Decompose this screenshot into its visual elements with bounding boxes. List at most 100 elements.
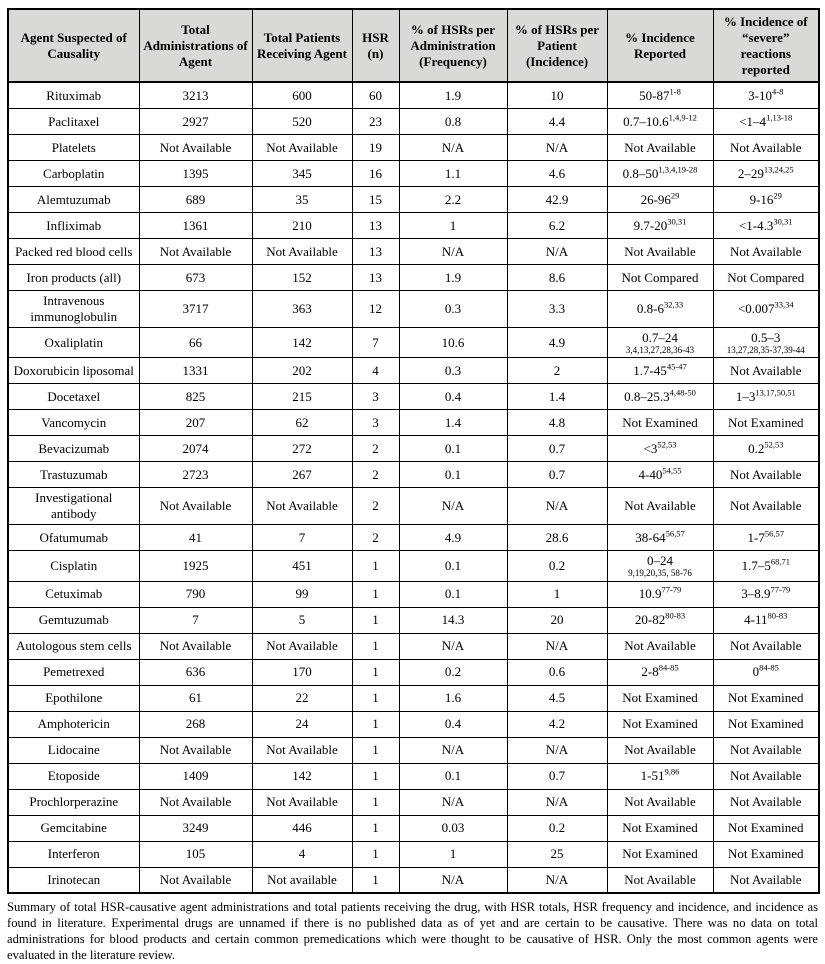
cell-value: Not Compared bbox=[727, 269, 805, 285]
severe-incidence-cell: Not Available bbox=[712, 866, 820, 894]
patients-cell: Not Available bbox=[251, 487, 353, 526]
agent-cell: Investigational antibody bbox=[7, 487, 140, 526]
cell-value: Not Examined bbox=[728, 414, 804, 430]
administrations-cell: 825 bbox=[138, 383, 253, 411]
table-row: Cetuximab 790 99 1 0.1 1 10.977-79 3–8.977-79 bbox=[7, 580, 820, 608]
severe-incidence-cell: Not Compared bbox=[712, 263, 820, 291]
agent-cell: Autologous stem cells bbox=[7, 632, 140, 660]
patients-cell: 142 bbox=[251, 326, 353, 359]
agent-cell: Bevacizumab bbox=[7, 435, 140, 463]
severe-incidence-cell: 2–2913,24,25 bbox=[712, 159, 820, 187]
cell-value: <0.007 bbox=[737, 300, 775, 316]
reference-superscript: 30,31 bbox=[667, 216, 687, 227]
column-header-agent: Agent Suspected of Causality bbox=[7, 8, 140, 84]
cell-value: Not Examined bbox=[728, 716, 804, 732]
administrations-cell: 3249 bbox=[138, 814, 253, 842]
patients-cell: 215 bbox=[251, 383, 353, 411]
cell-value: 2–29 bbox=[737, 165, 764, 181]
frequency-cell: 1.6 bbox=[398, 684, 508, 712]
hsr-count-cell: 2 bbox=[351, 461, 400, 489]
reported-incidence-cell: Not Available bbox=[606, 866, 714, 894]
severe-incidence-cell: Not Examined bbox=[712, 814, 820, 842]
administrations-cell: 636 bbox=[138, 658, 253, 686]
hsr-count-cell: 13 bbox=[351, 237, 400, 265]
incidence-cell: 0.7 bbox=[506, 762, 608, 790]
reference-list: 9,19,20,35, 58-76 bbox=[628, 567, 692, 578]
incidence-cell: 0.7 bbox=[506, 435, 608, 463]
hsr-count-cell: 19 bbox=[351, 133, 400, 161]
severe-incidence-cell: 3-104-8 bbox=[712, 81, 820, 109]
administrations-cell: 3717 bbox=[138, 289, 253, 328]
table-row: Paclitaxel 2927 520 23 0.8 4.4 0.7–10.61,4,9-1… bbox=[7, 107, 820, 135]
table-row: Investigational antibody Not Available Not… bbox=[7, 487, 820, 526]
severe-incidence-cell: Not Examined bbox=[712, 684, 820, 712]
column-header-hsr-count: HSR (n) bbox=[351, 8, 400, 84]
reference-superscript: 77-79 bbox=[661, 585, 682, 596]
cell-value: 0.7–24 bbox=[642, 329, 678, 345]
patients-cell: 5 bbox=[251, 606, 353, 634]
reported-incidence-cell: 1.7-4545-47 bbox=[606, 357, 714, 385]
administrations-cell: 207 bbox=[138, 409, 253, 437]
administrations-cell: 268 bbox=[138, 710, 253, 738]
incidence-cell: 0.7 bbox=[506, 461, 608, 489]
incidence-cell: 10 bbox=[506, 81, 608, 109]
hsr-count-cell: 23 bbox=[351, 107, 400, 135]
reported-incidence-cell: 0.8–25.34,48-50 bbox=[606, 383, 714, 411]
incidence-cell: 0.6 bbox=[506, 658, 608, 686]
frequency-cell: 1 bbox=[398, 211, 508, 239]
incidence-cell: 1 bbox=[506, 580, 608, 608]
agent-cell: Platelets bbox=[7, 133, 140, 161]
patients-cell: 62 bbox=[251, 409, 353, 437]
agent-cell: Irinotecan bbox=[7, 866, 140, 894]
reported-incidence-cell: 10.977-79 bbox=[606, 580, 714, 608]
hsr-count-cell: 1 bbox=[351, 606, 400, 634]
table-row: Prochlorperazine Not Available Not Availab… bbox=[7, 788, 820, 816]
frequency-cell: 0.03 bbox=[398, 814, 508, 842]
cell-value: Not Available bbox=[624, 139, 696, 155]
agent-cell: Vancomycin bbox=[7, 409, 140, 437]
reference-superscript: 4,48-50 bbox=[669, 387, 696, 398]
reference-superscript: 9,86 bbox=[664, 767, 680, 778]
frequency-cell: 0.1 bbox=[398, 461, 508, 489]
frequency-cell: 14.3 bbox=[398, 606, 508, 634]
hsr-count-cell: 1 bbox=[351, 788, 400, 816]
cell-value: Not Examined bbox=[728, 846, 804, 862]
cell-value: 0.2 bbox=[748, 440, 765, 456]
incidence-cell: 4.2 bbox=[506, 710, 608, 738]
patients-cell: 4 bbox=[251, 840, 353, 868]
cell-value: 0.8–50 bbox=[622, 165, 659, 181]
agent-cell: Infliximab bbox=[7, 211, 140, 239]
agent-cell: Trastuzumab bbox=[7, 461, 140, 489]
reported-incidence-cell: 38-6456,57 bbox=[606, 524, 714, 552]
severe-incidence-cell: Not Available bbox=[712, 736, 820, 764]
reported-incidence-cell: Not Available bbox=[606, 736, 714, 764]
incidence-cell: 20 bbox=[506, 606, 608, 634]
reported-incidence-cell: 9.7-2030,31 bbox=[606, 211, 714, 239]
cell-value: 4-40 bbox=[638, 466, 663, 482]
reported-incidence-cell: <352,53 bbox=[606, 435, 714, 463]
patients-cell: 451 bbox=[251, 550, 353, 582]
cell-value: 0.7–10.6 bbox=[623, 113, 669, 129]
incidence-cell: 4.4 bbox=[506, 107, 608, 135]
reported-incidence-cell: Not Examined bbox=[606, 814, 714, 842]
reported-incidence-cell: Not Examined bbox=[606, 409, 714, 437]
incidence-cell: N/A bbox=[506, 237, 608, 265]
cell-value: 10.9 bbox=[638, 586, 662, 602]
reported-incidence-cell: 0.8–501,3,4,19-28 bbox=[606, 159, 714, 187]
reported-incidence-cell: 26-9629 bbox=[606, 185, 714, 213]
reference-superscript: 52,53 bbox=[657, 439, 677, 450]
table-row: Intravenous immunoglobulin 3717 363 12 0.3 3.… bbox=[7, 289, 820, 328]
cell-value: 0.8-6 bbox=[636, 300, 664, 316]
table-row: Pemetrexed 636 170 1 0.2 0.6 2-884-85 084-85 bbox=[7, 658, 820, 686]
patients-cell: 520 bbox=[251, 107, 353, 135]
cell-value: 1-7 bbox=[747, 529, 765, 545]
reference-superscript: 80-83 bbox=[665, 611, 686, 622]
reference-superscript: 30,31 bbox=[773, 216, 793, 227]
table-row: Lidocaine Not Available Not Available 1 N/A N… bbox=[7, 736, 820, 764]
severe-incidence-cell: Not Available bbox=[712, 133, 820, 161]
patients-cell: 99 bbox=[251, 580, 353, 608]
table-row: Packed red blood cells Not Available Not A… bbox=[7, 237, 820, 265]
patients-cell: Not Available bbox=[251, 237, 353, 265]
table-row: Carboplatin 1395 345 16 1.1 4.6 0.8–501,3,4,19… bbox=[7, 159, 820, 187]
agent-cell: Rituximab bbox=[7, 81, 140, 109]
